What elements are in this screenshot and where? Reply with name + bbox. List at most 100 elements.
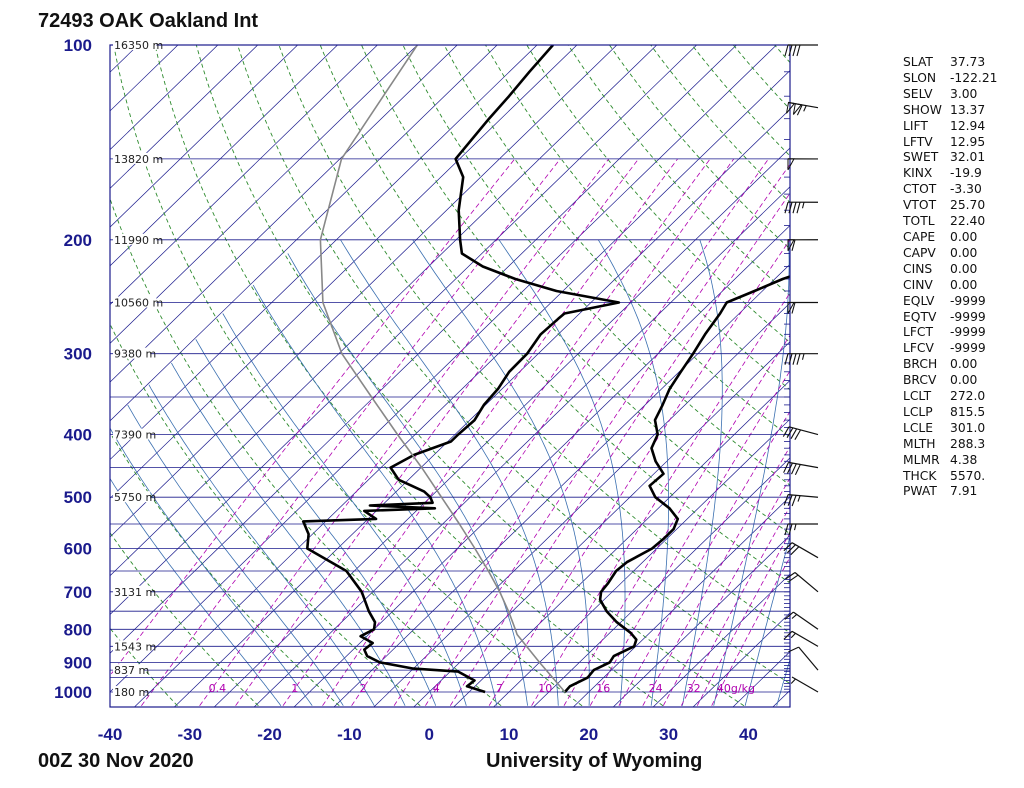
moist-adiabat-line: [171, 362, 406, 706]
mixing-ratio-line: [322, 158, 711, 706]
pressure-tick-label: 200: [64, 231, 92, 250]
moist-adiabat-line: [776, 658, 790, 706]
index-value: -122.21: [950, 70, 998, 85]
index-key: LFCV: [903, 341, 934, 356]
isotherm-line: [652, 573, 790, 707]
dry-adiabat-line: [484, 45, 790, 391]
temperature-tick-label: 30: [659, 725, 678, 744]
index-value: 0.00: [950, 277, 978, 292]
wind-barb: [787, 239, 819, 252]
index-row: LFCV -9999: [903, 341, 997, 357]
isotherm-line: [110, 45, 418, 344]
index-key: SWET: [903, 150, 939, 165]
index-value: 37.73: [950, 55, 986, 69]
station-title: 72493 OAK Oakland Int: [38, 10, 259, 32]
wind-barb: [788, 646, 819, 671]
index-value: 272.0: [950, 389, 986, 404]
index-value: 12.94: [950, 118, 986, 133]
mixing-ratio-label: 2: [360, 682, 367, 695]
mixing-ratio-line: [618, 410, 790, 706]
index-row: SHOW 13.37: [903, 103, 997, 119]
wind-barb: [784, 523, 819, 536]
dry-adiabat-line: [110, 431, 340, 707]
wind-barb: [783, 494, 819, 507]
dry-adiabat-line: [154, 45, 664, 707]
index-key: CAPV: [903, 245, 936, 260]
dry-adiabat-line: [113, 45, 583, 707]
index-row: EQTV -9999: [903, 310, 997, 326]
index-value: 32.01: [950, 150, 986, 165]
index-key: KINX: [903, 166, 933, 181]
height-label: 180 m: [114, 686, 149, 699]
index-row: PWAT 7.91: [903, 484, 997, 500]
isotherm-line: [110, 45, 658, 577]
index-key: CINV: [903, 277, 933, 292]
pressure-tick-label: 400: [64, 426, 92, 445]
wind-barb: [783, 461, 819, 476]
index-value: 815.5: [950, 404, 986, 419]
index-key: LIFT: [903, 118, 928, 133]
isotherm-line: [110, 45, 498, 422]
data-source: University of Wyoming: [486, 750, 703, 772]
wind-barb: [786, 101, 819, 116]
index-key: CINS: [903, 261, 933, 276]
isotherm-line: [612, 534, 790, 707]
isotherm-line: [453, 379, 790, 707]
wind-barb: [784, 611, 819, 630]
dry-adiabat-line: [195, 45, 745, 707]
index-row: SELV 3.00: [903, 87, 997, 103]
isotherm-line: [110, 45, 259, 189]
index-value: -9999: [950, 341, 986, 356]
dry-adiabat-line: [526, 45, 790, 344]
height-label-bg: [113, 585, 151, 597]
mixing-ratio-label: 10: [538, 682, 552, 695]
index-value: 7.91: [950, 484, 978, 499]
index-row: LFCT -9999: [903, 325, 997, 341]
height-label-bg: [113, 428, 151, 440]
isotherm-line: [572, 496, 790, 707]
dry-adiabat-line: [110, 323, 421, 707]
index-key: PWAT: [903, 484, 937, 499]
height-label-bg: [113, 686, 144, 697]
index-value: 13.37: [950, 102, 986, 117]
pressure-tick-label: 1000: [54, 683, 92, 702]
index-row: CINS 0.00: [903, 262, 997, 278]
height-label: 10560 m: [114, 297, 163, 310]
height-label-bg: [113, 39, 157, 50]
index-value: -9999: [950, 293, 986, 308]
index-row: BRCV 0.00: [903, 373, 997, 389]
index-value: 301.0: [950, 420, 986, 435]
height-label: 3131 m: [114, 586, 156, 599]
moist-adiabat-line: [498, 239, 626, 706]
index-value: 3.00: [950, 86, 978, 101]
sounding-indices-panel: SLAT 37.73 SLON -122.21 SELV 3.00 SHOW 13.37 LIF…: [903, 55, 997, 500]
index-key: THCK: [903, 468, 937, 483]
wind-barb: [787, 158, 819, 171]
wind-barb: [790, 676, 819, 693]
moist-adiabat-line: [127, 404, 344, 706]
plot-frame: [109, 44, 791, 708]
wind-barb: [782, 426, 819, 440]
isotherm-line: [293, 225, 790, 707]
temperature-tick-label: 0: [424, 725, 433, 744]
index-key: SHOW: [903, 102, 942, 117]
isotherm-line: [0, 15, 49, 708]
isotherm-line: [110, 45, 738, 654]
pressure-tick-label: 800: [64, 620, 92, 639]
index-row: SWET 32.01: [903, 150, 997, 166]
index-value: 0.00: [950, 261, 978, 276]
pressure-tick-label: 300: [64, 345, 92, 364]
mixing-ratio-line: [235, 158, 639, 706]
dewpoint-profile-line: [301, 45, 621, 694]
height-label: 11990 m: [114, 234, 163, 247]
index-key: CTOT: [903, 182, 937, 197]
index-row: MLMR 4.38: [903, 453, 997, 469]
index-value: 0.00: [950, 229, 978, 244]
moist-adiabat-line: [744, 535, 790, 706]
sounding-date: 00Z 30 Nov 2020: [38, 750, 194, 772]
index-value: -9999: [950, 309, 986, 324]
temperature-tick-label: 10: [500, 725, 519, 744]
index-key: LCLT: [903, 389, 932, 404]
index-row: TOTL 22.40: [903, 214, 997, 230]
dry-adiabat-line: [319, 45, 790, 584]
